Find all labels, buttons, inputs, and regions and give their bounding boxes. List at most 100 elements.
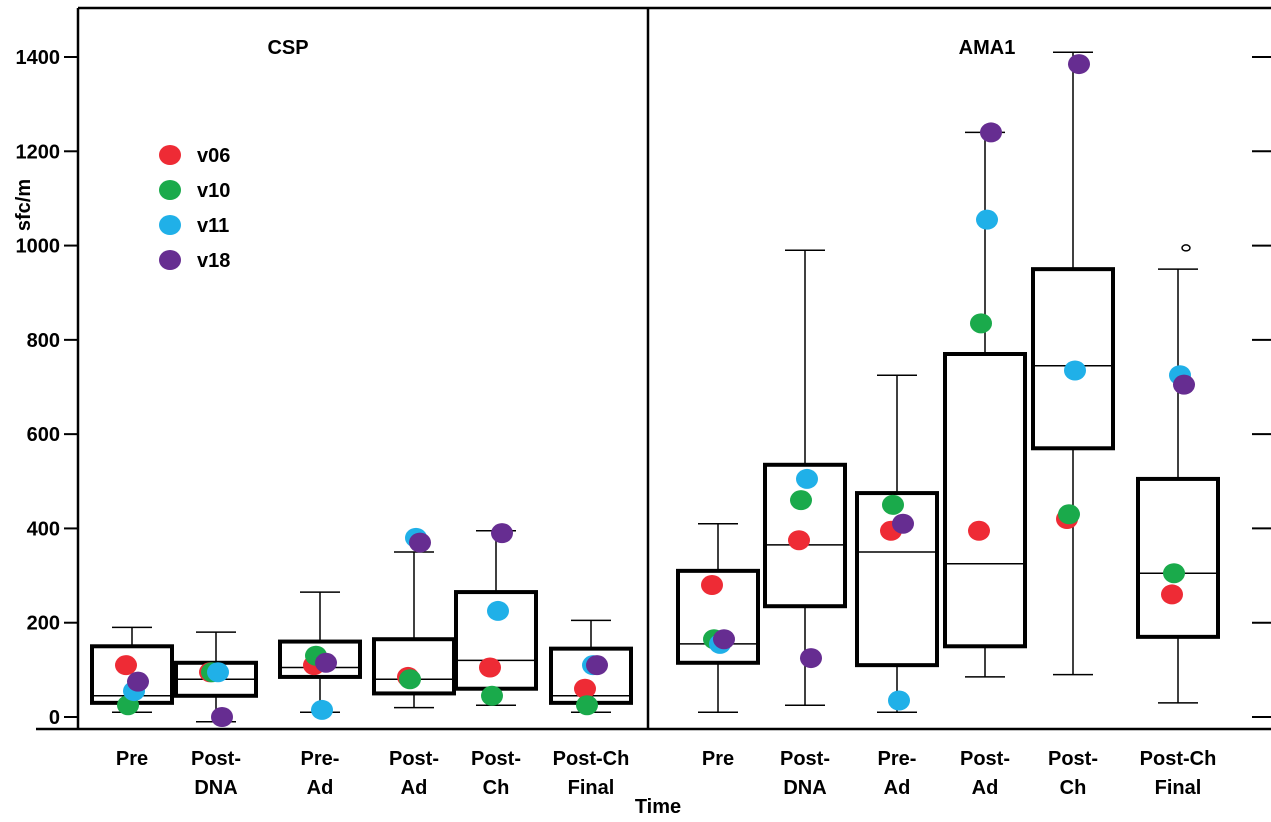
- point-v10: [882, 494, 904, 515]
- legend-marker: [159, 215, 181, 235]
- iqr-box: [1031, 267, 1115, 451]
- legend-item-v18: v18: [159, 250, 230, 272]
- box: [1136, 244, 1220, 704]
- iqr-box: [763, 462, 847, 609]
- point-v11: [311, 699, 333, 720]
- y-tick-label: 1000: [16, 236, 61, 258]
- x-tick-label: Post-: [471, 748, 521, 770]
- y-axis: 0 200 400 600 800 1000 1200 1400: [16, 47, 1271, 729]
- y-tick-label: 600: [27, 424, 60, 446]
- y-tick-label: 0: [49, 707, 60, 729]
- x-tick-label: Pre-: [301, 748, 340, 770]
- x-tick-label: Ad: [401, 777, 428, 799]
- x-tick-label: Pre-: [878, 748, 917, 770]
- point-v11: [976, 209, 998, 230]
- legend-item-v10: v10: [159, 180, 230, 202]
- box: [90, 626, 174, 716]
- x-tick-label: DNA: [194, 777, 237, 799]
- legend: v06 v10 v11 v18: [159, 145, 230, 272]
- y-tick-label: 200: [27, 613, 60, 635]
- point-v10: [399, 669, 421, 690]
- outlier-point: [1181, 244, 1191, 252]
- point-v11: [888, 690, 910, 711]
- x-tick-label: Pre: [702, 748, 734, 770]
- point-v10: [576, 695, 598, 716]
- legend-item-v11: v11: [159, 215, 229, 237]
- x-tick-label: Ad: [884, 777, 911, 799]
- point-v18: [1173, 374, 1195, 395]
- y-axis-label: sfc/m: [13, 179, 35, 231]
- legend-label: v11: [197, 215, 229, 237]
- point-v06: [1161, 584, 1183, 605]
- point-v18: [980, 122, 1002, 143]
- box: [1031, 51, 1115, 676]
- point-v18: [1068, 54, 1090, 75]
- legend-marker: [159, 250, 181, 270]
- box: [278, 591, 362, 720]
- point-v06: [115, 655, 137, 676]
- box: [549, 619, 633, 716]
- point-v18: [409, 532, 431, 553]
- iqr-box: [278, 639, 362, 679]
- point-v10: [1058, 504, 1080, 525]
- x-tick-label: Ad: [972, 777, 999, 799]
- x-tick-label: Post-: [780, 748, 830, 770]
- x-tick-label: Ch: [1060, 777, 1087, 799]
- x-axis: Pre Post-DNAPre-AdPost-AdPost-ChPost-ChFi…: [116, 748, 1216, 799]
- box: [372, 527, 456, 709]
- panels: CSP AMA1: [90, 37, 1220, 727]
- iqr-box: [943, 352, 1027, 649]
- y-tick-label: 1200: [16, 141, 61, 163]
- point-v06: [479, 657, 501, 678]
- point-v06: [968, 520, 990, 541]
- legend-label: v10: [197, 180, 230, 202]
- point-v18: [127, 671, 149, 692]
- box: [676, 522, 760, 714]
- point-v18: [315, 652, 337, 673]
- legend-label: v06: [197, 145, 230, 167]
- point-v11: [487, 600, 509, 621]
- box: [855, 374, 939, 714]
- iqr-box: [676, 568, 760, 665]
- point-v10: [790, 490, 812, 511]
- legend-marker: [159, 180, 181, 200]
- point-v10: [970, 313, 992, 334]
- x-tick-label: DNA: [783, 777, 826, 799]
- x-tick-label: Final: [568, 777, 615, 799]
- point-v18: [491, 523, 513, 544]
- x-tick-label: Ad: [307, 777, 334, 799]
- point-v06: [574, 678, 596, 699]
- iqr-box: [855, 491, 939, 668]
- panel-ama1: AMA1: [676, 37, 1220, 714]
- point-v18: [892, 513, 914, 534]
- iqr-box: [1136, 476, 1220, 639]
- x-tick-label: Post-Ch: [553, 748, 630, 770]
- x-tick-label: Post-: [389, 748, 439, 770]
- point-v18: [713, 629, 735, 650]
- box: [943, 122, 1027, 678]
- legend-label: v18: [197, 250, 230, 272]
- point-v11: [796, 468, 818, 489]
- x-tick-label: Post-Ch: [1140, 748, 1217, 770]
- point-v18: [586, 655, 608, 676]
- x-tick-label: Final: [1155, 777, 1202, 799]
- point-v11: [1064, 360, 1086, 381]
- x-tick-label: Post-: [191, 748, 241, 770]
- x-tick-label: Pre: [116, 748, 148, 770]
- plot-frame: [36, 6, 1271, 731]
- y-tick-label: 800: [27, 330, 60, 352]
- x-tick-label: Post-: [960, 748, 1010, 770]
- panel-csp: CSP: [90, 37, 633, 727]
- x-tick-label: Ch: [483, 777, 510, 799]
- legend-marker: [159, 145, 181, 165]
- point-v06: [788, 530, 810, 551]
- point-v18: [211, 707, 233, 727]
- point-v18: [800, 648, 822, 669]
- point-v06: [701, 575, 723, 595]
- x-axis-label: Time: [635, 796, 681, 818]
- box: [763, 249, 847, 706]
- box: [174, 631, 258, 727]
- point-v10: [481, 685, 503, 706]
- box: [454, 523, 538, 706]
